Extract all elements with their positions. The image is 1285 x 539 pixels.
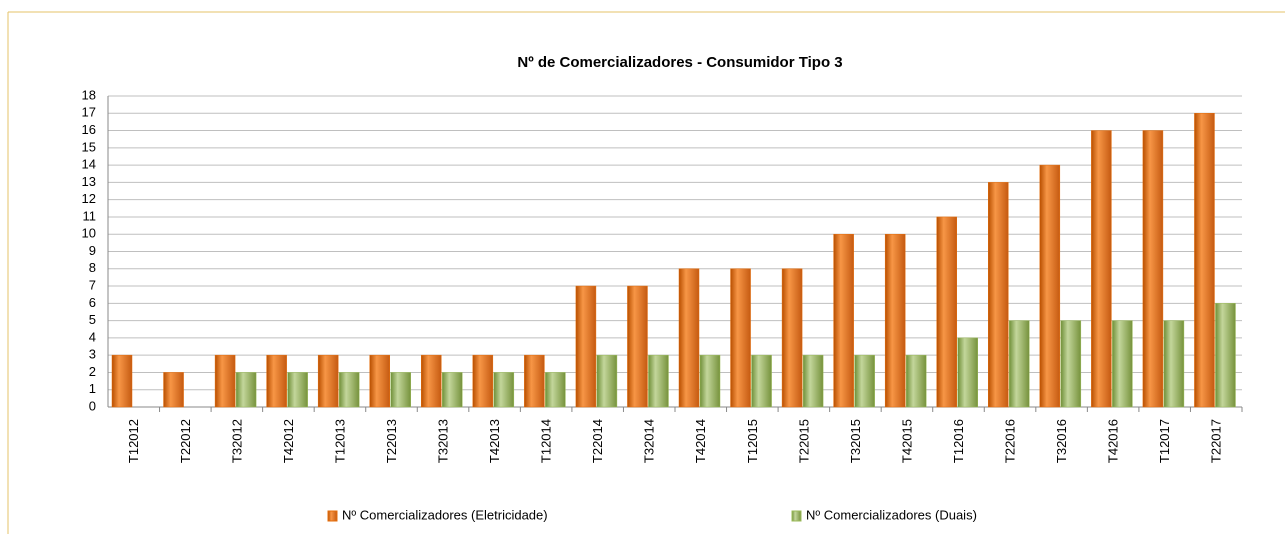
x-tick-label: T12016 [951,419,966,463]
legend-swatch [327,510,338,522]
y-tick-label: 8 [89,260,96,275]
x-tick-label: T12012 [126,419,141,463]
bar [730,268,751,408]
bar [751,354,772,408]
bar [442,372,463,408]
y-tick-label: 6 [89,295,96,310]
bar [699,354,721,408]
bar [163,372,184,408]
bar [338,372,360,408]
bar [1194,113,1215,408]
bar [936,216,957,408]
bar [421,354,442,408]
x-tick-label: T12017 [1157,419,1172,463]
bar [648,354,669,408]
bar [678,268,700,408]
legend-label: Nº Comercializadores (Eletricidade) [342,507,548,522]
x-tick-label: T32016 [1054,419,1069,463]
bar [957,337,978,408]
x-tick-label: T12014 [539,419,554,463]
y-tick-label: 2 [89,364,96,379]
bar [988,182,1009,408]
bar [854,354,875,408]
bar [545,372,566,408]
x-tick-label: T22015 [796,419,811,463]
y-tick-label: 7 [89,277,96,292]
bar [802,354,824,408]
y-tick-label: 13 [82,174,96,189]
bar [1009,320,1030,408]
bar [493,372,515,408]
bar [884,233,906,408]
legend-swatch [791,510,802,522]
y-tick-label: 0 [89,398,96,413]
x-tick-label: T22013 [384,419,399,463]
y-tick-label: 4 [89,329,96,344]
bar [317,354,339,408]
y-tick-label: 5 [89,312,96,327]
y-tick-label: 14 [82,157,96,172]
y-tick-label: 10 [82,226,96,241]
x-tick-label: T22016 [1002,419,1017,463]
y-tick-label: 12 [82,191,96,206]
y-tick-label: 18 [82,87,96,102]
y-tick-label: 9 [89,243,96,258]
x-tick-label: T42013 [487,419,502,463]
bar [390,372,411,408]
x-tick-label: T22014 [590,419,605,463]
bar [1112,320,1133,408]
bar [472,354,494,408]
bar [905,354,927,408]
legend-label: Nº Comercializadores (Duais) [806,507,977,522]
x-tick-label: T32014 [642,419,657,463]
chart-title: Nº de Comercializadores - Consumidor Tip… [517,54,842,71]
bar [1091,130,1112,408]
bar [1163,320,1185,408]
bar [1215,303,1236,408]
bar [1142,130,1164,408]
bar [524,354,545,408]
x-tick-label: T12013 [332,419,347,463]
bar [1060,320,1082,408]
bar [287,372,308,408]
bar [1039,164,1061,408]
x-tick-label: T42012 [281,419,296,463]
y-tick-label: 11 [83,208,97,223]
x-tick-label: T12015 [745,419,760,463]
x-tick-label: T42015 [899,419,914,463]
bar [111,354,133,408]
x-tick-label: T22017 [1209,419,1224,463]
x-tick-label: T32015 [848,419,863,463]
x-tick-label: T22012 [178,419,193,463]
bar [369,354,390,408]
x-tick-label: T32012 [229,419,244,463]
bar [214,354,236,408]
bar [833,233,854,408]
y-tick-label: 15 [82,139,96,154]
x-tick-label: T42014 [693,419,708,463]
y-tick-label: 17 [82,105,96,120]
bar [627,285,648,408]
bar [596,354,618,408]
bar [575,285,597,408]
bar [235,372,257,408]
x-tick-label: T32013 [435,419,450,463]
y-tick-label: 1 [89,381,96,396]
y-tick-label: 3 [89,347,96,362]
bar [266,354,287,408]
bar [781,268,803,408]
y-tick-label: 16 [82,122,96,137]
x-tick-label: T42016 [1106,419,1121,463]
